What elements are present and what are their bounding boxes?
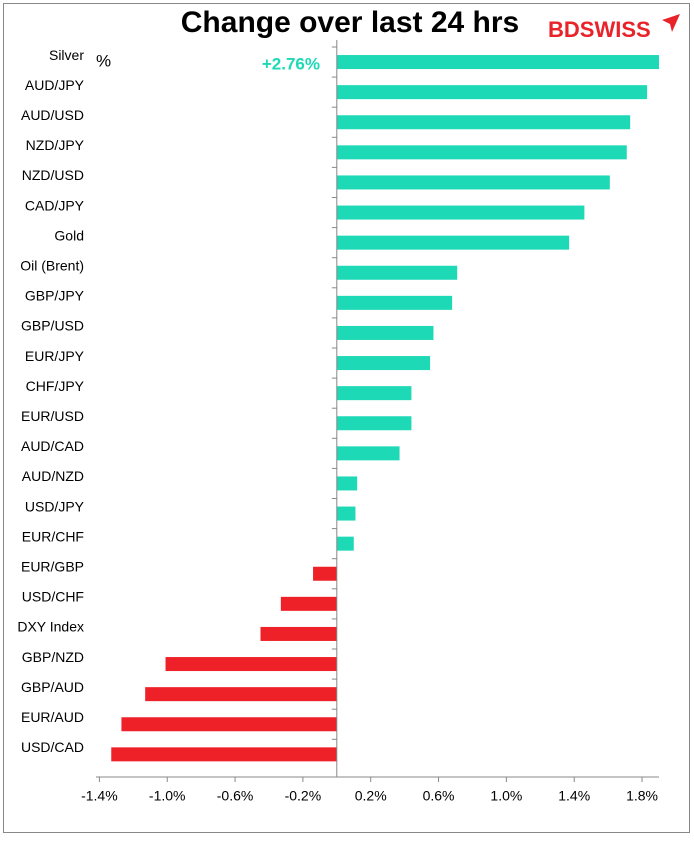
bar [313, 566, 337, 581]
y-tick-label: Gold [54, 227, 84, 243]
bar [336, 476, 358, 491]
y-tick-label: EUR/CHF [22, 528, 84, 544]
x-tick-label: 1.0% [490, 788, 522, 804]
x-tick-label: 0.2% [355, 788, 387, 804]
bar [336, 295, 453, 310]
bar [336, 446, 400, 461]
y-tick-label: NZD/USD [22, 167, 84, 183]
data-label: +2.76% [262, 55, 320, 74]
unit-label: % [96, 51, 111, 70]
plot-area [111, 55, 659, 762]
x-tick-label: -1.4% [81, 788, 118, 804]
bar [121, 717, 337, 732]
y-tick-label: DXY Index [17, 619, 84, 635]
bar [336, 115, 631, 130]
y-tick-label: EUR/USD [21, 408, 84, 424]
bar [336, 55, 659, 70]
y-tick-label: EUR/GBP [21, 558, 84, 574]
y-tick-label: NZD/JPY [26, 137, 85, 153]
bar [336, 85, 648, 100]
y-tick-label: AUD/JPY [25, 77, 85, 93]
y-tick-label: GBP/AUD [21, 679, 84, 695]
y-tick-label: USD/JPY [25, 498, 85, 514]
y-tick-label: GBP/NZD [22, 649, 84, 665]
y-tick-label: CAD/JPY [25, 197, 85, 213]
bar [336, 506, 356, 521]
x-tick-label: 1.8% [626, 788, 658, 804]
brand: BDSWISS [548, 17, 651, 42]
y-tick-label: AUD/CAD [21, 438, 84, 454]
bar [336, 416, 412, 431]
y-tick-label: AUD/USD [21, 107, 84, 123]
bar [280, 596, 337, 611]
x-tick-label: -0.2% [285, 788, 322, 804]
bar [111, 747, 337, 762]
y-tick-label: CHF/JPY [26, 378, 85, 394]
x-tick-label: -0.6% [217, 788, 254, 804]
x-tick-label: -1.0% [149, 788, 186, 804]
y-tick-label: GBP/USD [21, 318, 84, 334]
bar [336, 325, 434, 340]
brand-logo: BDSWISS [548, 14, 680, 42]
y-tick-label: GBP/JPY [25, 288, 85, 304]
y-tick-label: USD/CHF [22, 589, 84, 605]
bar [336, 205, 585, 220]
y-tick-label: EUR/AUD [21, 709, 84, 725]
bar [260, 626, 337, 641]
y-tick-label: AUD/NZD [22, 468, 84, 484]
x-tick-label: 1.4% [558, 788, 590, 804]
chart-title: Change over last 24 hrs [181, 6, 519, 39]
y-tick-label: Oil (Brent) [20, 257, 84, 273]
y-tick-label: Silver [49, 47, 84, 63]
bar [336, 235, 570, 250]
x-tick-label: 0.6% [423, 788, 455, 804]
bar [336, 265, 458, 280]
bar [336, 175, 610, 190]
y-tick-label: USD/CAD [21, 739, 84, 755]
y-tick-label: EUR/JPY [25, 348, 85, 364]
bar [336, 536, 354, 551]
bar [165, 657, 337, 672]
bar [336, 386, 412, 401]
bar [336, 356, 431, 371]
logo-arrow [662, 14, 680, 32]
bar [145, 687, 337, 702]
bar [336, 145, 627, 160]
